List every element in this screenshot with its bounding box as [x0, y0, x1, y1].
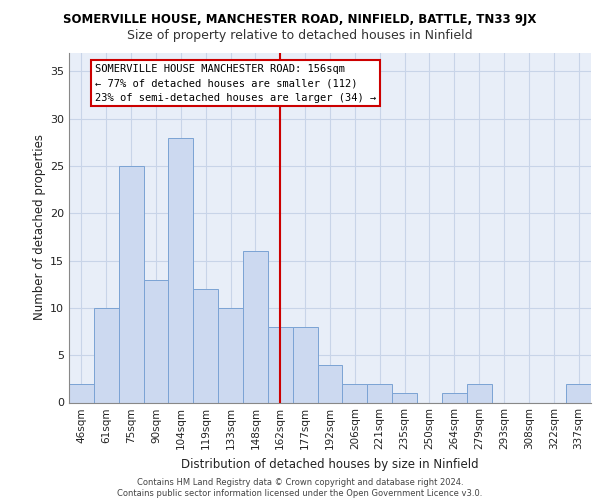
Bar: [69, 384, 94, 402]
Bar: [243, 251, 268, 402]
Bar: [218, 308, 243, 402]
Bar: [467, 384, 491, 402]
Bar: [143, 280, 169, 402]
Bar: [119, 166, 143, 402]
Bar: [94, 308, 119, 402]
Bar: [392, 393, 417, 402]
Bar: [367, 384, 392, 402]
Bar: [343, 384, 367, 402]
Bar: [293, 327, 317, 402]
Bar: [169, 138, 193, 402]
Bar: [317, 364, 343, 403]
Bar: [442, 393, 467, 402]
Bar: [566, 384, 591, 402]
X-axis label: Distribution of detached houses by size in Ninfield: Distribution of detached houses by size …: [181, 458, 479, 471]
Y-axis label: Number of detached properties: Number of detached properties: [33, 134, 46, 320]
Text: Size of property relative to detached houses in Ninfield: Size of property relative to detached ho…: [127, 29, 473, 42]
Text: SOMERVILLE HOUSE MANCHESTER ROAD: 156sqm
← 77% of detached houses are smaller (1: SOMERVILLE HOUSE MANCHESTER ROAD: 156sqm…: [95, 64, 376, 102]
Bar: [268, 327, 293, 402]
Text: SOMERVILLE HOUSE, MANCHESTER ROAD, NINFIELD, BATTLE, TN33 9JX: SOMERVILLE HOUSE, MANCHESTER ROAD, NINFI…: [64, 12, 536, 26]
Text: Contains HM Land Registry data © Crown copyright and database right 2024.
Contai: Contains HM Land Registry data © Crown c…: [118, 478, 482, 498]
Bar: [193, 289, 218, 403]
